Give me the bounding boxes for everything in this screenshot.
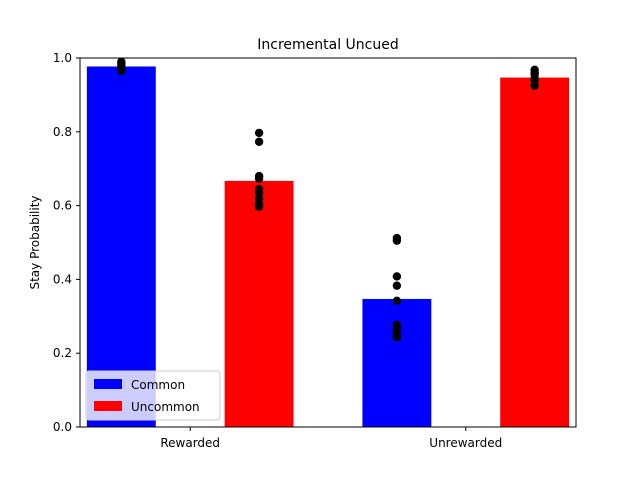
- data-point-rewarded-uncommon: [254, 137, 264, 146]
- plot-frame: [79, 57, 577, 428]
- data-point-rewarded-uncommon: [254, 128, 264, 138]
- y-axis-label: Stay Probability: [28, 195, 42, 289]
- chart-title: Incremental Uncued: [257, 37, 398, 53]
- data-point-unrewarded-common: [392, 333, 402, 342]
- data-point-unrewarded-common: [392, 296, 402, 306]
- y-tick-label: 0.8: [53, 125, 72, 139]
- bar-rewarded-uncommon: [224, 180, 294, 427]
- bar-unrewarded-common: [362, 298, 432, 427]
- bar-rewarded-common: [86, 66, 156, 427]
- y-tick-label: 0.0: [53, 420, 72, 434]
- y-tick-label: 0.6: [53, 199, 72, 213]
- data-point-rewarded-common: [117, 57, 126, 66]
- data-point-rewarded-uncommon: [254, 202, 264, 211]
- legend-label-uncommon: Uncommon: [131, 400, 200, 414]
- y-tick-label: 1.0: [53, 51, 72, 65]
- data-point-unrewarded-common: [392, 281, 402, 290]
- x-tick-label-rewarded: Rewarded: [160, 436, 220, 450]
- data-point-unrewarded-common: [392, 236, 402, 245]
- legend-swatch-common: [94, 379, 122, 389]
- data-point-unrewarded-uncommon: [530, 81, 539, 90]
- data-point-unrewarded-common: [392, 272, 402, 281]
- y-tick-label: 0.4: [53, 272, 72, 286]
- x-tick-label-unrewarded: Unrewarded: [429, 436, 502, 450]
- data-point-rewarded-uncommon: [254, 174, 264, 183]
- legend-swatch-uncommon: [94, 401, 122, 411]
- bar-unrewarded-uncommon: [500, 77, 570, 427]
- y-tick-label: 0.2: [53, 346, 72, 360]
- legend-label-common: Common: [131, 378, 185, 392]
